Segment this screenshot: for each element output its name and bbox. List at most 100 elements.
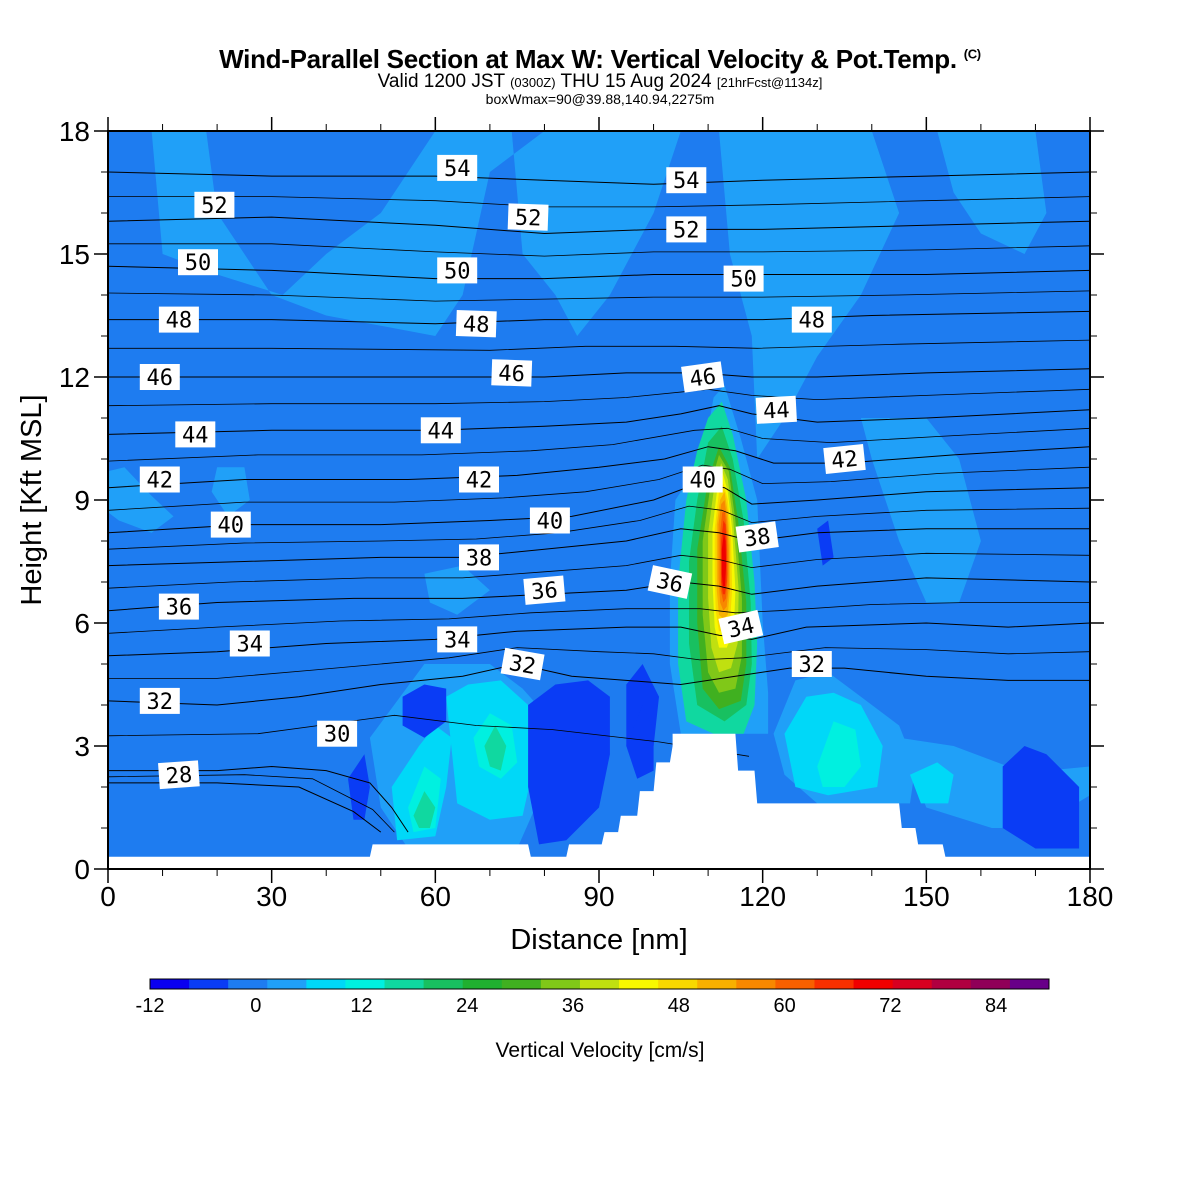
- theta-label: 34: [718, 609, 764, 645]
- terrain-profile: [108, 733, 1090, 869]
- velocity-region-39: [721, 532, 727, 587]
- colorbar-cell: [658, 979, 698, 989]
- theta-label-box: [682, 466, 723, 493]
- terrain: [108, 733, 1090, 869]
- colorbar-tick-label: 24: [456, 995, 478, 1017]
- colorbar-tick-label: -12: [136, 995, 165, 1017]
- colorbar-cell: [931, 979, 972, 989]
- velocity-region-24: [626, 705, 654, 779]
- theta-label-text: 44: [428, 419, 455, 444]
- theta-label: 42: [823, 443, 866, 475]
- theta-label: 50: [437, 257, 478, 284]
- y-tick-label: 0: [74, 854, 90, 885]
- theta-label-box: [420, 417, 461, 444]
- theta-label: 54: [437, 154, 478, 182]
- theta-label-box: [139, 466, 180, 493]
- theta-label: 52: [507, 203, 549, 232]
- colorbar-tick-label: 72: [879, 995, 901, 1017]
- theta-contour-46: [108, 368, 1090, 378]
- theta-label: 46: [139, 364, 180, 391]
- colorbar-cell: [579, 979, 620, 989]
- velocity-region-25: [1002, 746, 1080, 849]
- colorbar-cell: [189, 979, 229, 989]
- theta-label: 40: [682, 466, 723, 494]
- copyright-mark: (C): [963, 46, 981, 62]
- theta-label-text: 46: [688, 364, 718, 392]
- velocity-region-21: [348, 754, 370, 820]
- theta-contour-30: [108, 765, 409, 833]
- valid-prefix: Valid 1200 JST: [377, 71, 505, 92]
- theta-label-box: [139, 364, 180, 390]
- chart-title-text: Wind-Parallel Section at Max W: Vertical…: [219, 44, 957, 74]
- colorbar-cell: [775, 979, 815, 989]
- theta-label-text: 38: [743, 524, 773, 552]
- theta-label-box: [210, 511, 251, 538]
- theta-label-text: 34: [444, 628, 471, 653]
- theta-label-box: [755, 395, 797, 424]
- theta-label-text: 34: [237, 633, 263, 658]
- velocity-region-26: [817, 520, 834, 566]
- colorbar-cell: [619, 979, 659, 989]
- theta-label-text: 50: [444, 259, 471, 284]
- theta-label-text: 32: [147, 690, 174, 715]
- valid-date: THU 15 Aug 2024: [560, 71, 712, 92]
- velocity-region-17: [817, 721, 861, 787]
- colorbar-tick-label: 36: [562, 995, 584, 1017]
- theta-label: 54: [666, 167, 707, 194]
- theta-label-box: [666, 216, 707, 243]
- theta-label-text: 32: [507, 651, 537, 680]
- colorbar-cell: [150, 979, 190, 989]
- velocity-region-19: [413, 791, 436, 828]
- theta-label: 46: [491, 359, 533, 387]
- theta-label: 48: [455, 310, 497, 338]
- valid-time: Valid 1200 JST (0300Z) THU 15 Aug 2024 […: [0, 71, 1200, 93]
- theta-label-text: 54: [444, 157, 471, 182]
- theta-label: 50: [723, 265, 764, 293]
- theta-contour-minor-1: [108, 714, 750, 757]
- x-tick-label: 180: [1067, 881, 1114, 912]
- x-tick-label: 90: [583, 881, 614, 912]
- theta-label-box: [718, 609, 764, 645]
- colorbar-frame: [149, 978, 1050, 990]
- theta-label: 52: [194, 191, 235, 219]
- y-tick-label: 6: [74, 608, 90, 639]
- theta-labels: 54 54 52 52 52 50 50 50 48 48 48 46 46 46 44 44 44 42 42 42…: [139, 154, 866, 790]
- theta-contour-38: [108, 528, 1090, 567]
- colorbar-cell: [1009, 979, 1050, 989]
- forecast-info: [21hrFcst@1134z]: [716, 75, 823, 90]
- theta-label: 32: [139, 687, 180, 715]
- theta-contour-minor-12: [108, 196, 1090, 208]
- theta-label: 36: [647, 565, 693, 599]
- theta-label-text: 52: [673, 218, 700, 243]
- theta-contour-minor-2: [108, 647, 1090, 679]
- theta-label-text: 50: [730, 268, 757, 293]
- velocity-region-18: [484, 725, 507, 771]
- theta-label-box: [178, 249, 218, 276]
- colorbar-cell: [345, 979, 386, 989]
- theta-contour-minor-6: [108, 464, 1090, 511]
- theta-contour-32: [108, 663, 1090, 706]
- theta-contour-minor-10: [108, 290, 1090, 302]
- theta-label-text: 32: [799, 653, 826, 678]
- theta-label: 38: [459, 544, 499, 571]
- theta-contour-40: [108, 483, 1090, 534]
- y-tick-label: 9: [74, 485, 90, 516]
- theta-contour-minor-7: [108, 427, 1090, 462]
- y-tick-label: 12: [59, 362, 90, 393]
- theta-label-box: [529, 507, 570, 534]
- theta-label-text: 48: [166, 309, 193, 334]
- x-tick-label: 30: [256, 881, 287, 912]
- theta-label-box: [647, 565, 693, 599]
- colorbar-cell: [892, 979, 933, 989]
- x-tick-label: 60: [420, 881, 451, 912]
- x-tick-label: 150: [903, 881, 950, 912]
- x-tick-label: 0: [100, 881, 116, 912]
- theta-label-text: 48: [799, 309, 826, 334]
- theta-label-box: [229, 630, 270, 657]
- theta-contour-52: [108, 216, 1090, 235]
- theta-label: 42: [139, 466, 180, 494]
- theta-label-text: 42: [466, 469, 493, 494]
- theta-label-text: 42: [830, 447, 859, 475]
- theta-label: 48: [158, 306, 199, 334]
